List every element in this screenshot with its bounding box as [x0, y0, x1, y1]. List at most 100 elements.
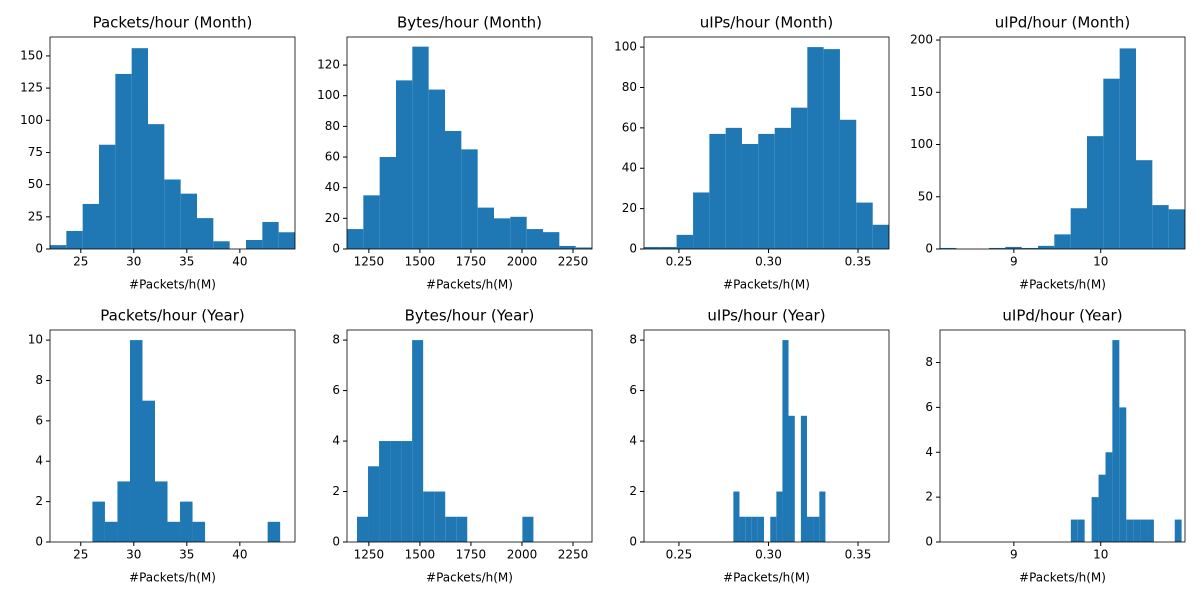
x-tick-label: 1500	[405, 255, 436, 269]
bar	[412, 46, 429, 249]
bar	[510, 216, 527, 249]
bar	[800, 415, 807, 542]
bar	[115, 73, 132, 249]
x-tick-label: 2250	[558, 255, 589, 269]
bar	[1077, 519, 1085, 542]
bar	[751, 516, 758, 542]
x-tick-label: 1750	[456, 255, 487, 269]
x-axis-label: #Packets/h(M)	[129, 571, 216, 585]
y-tick-label: 4	[35, 454, 43, 468]
bar	[1005, 246, 1022, 249]
bar	[559, 245, 576, 249]
bar	[940, 247, 957, 249]
x-axis-label: #Packets/h(M)	[426, 571, 513, 585]
bar	[1112, 340, 1120, 542]
x-tick-label: 10	[1093, 255, 1108, 269]
bar	[757, 516, 764, 542]
bar	[644, 246, 661, 249]
bar	[192, 521, 206, 542]
axes-frame	[346, 36, 593, 250]
bar	[347, 229, 364, 249]
x-tick-label: 2250	[558, 548, 589, 562]
bar	[676, 234, 694, 249]
y-tick-label: 2	[925, 490, 933, 504]
bar	[770, 516, 777, 542]
y-tick-label: 150	[910, 85, 933, 99]
y-tick-label: 100	[910, 137, 933, 151]
bar	[456, 516, 468, 542]
y-tick-label: 60	[325, 150, 340, 164]
axes-frame	[49, 329, 296, 543]
bar	[412, 340, 424, 542]
bar	[213, 241, 230, 249]
y-tick-label: 80	[622, 80, 637, 94]
x-tick-label: 0.30	[755, 255, 782, 269]
axes-frame	[49, 36, 296, 250]
bar	[278, 232, 295, 249]
bar	[741, 144, 759, 249]
x-tick-label: 35	[179, 548, 194, 562]
bar	[739, 516, 746, 542]
y-tick-label: 8	[925, 355, 933, 369]
bar	[434, 491, 446, 542]
x-axis-label: #Packets/h(M)	[426, 278, 513, 292]
bar	[989, 247, 1006, 249]
y-tick-label: 8	[35, 373, 43, 387]
y-tick-label: 0	[35, 242, 43, 256]
bar	[50, 245, 67, 249]
bar	[1152, 205, 1169, 249]
x-axis-label: #Packets/h(M)	[723, 571, 810, 585]
chart-title: uIPs/hour (Year)	[707, 307, 825, 325]
axes-frame	[346, 329, 593, 543]
bar	[1103, 78, 1120, 249]
bar	[180, 193, 197, 249]
y-tick-label: 0	[332, 242, 340, 256]
x-tick-label: 10	[1093, 548, 1108, 562]
bar	[92, 501, 105, 542]
bar	[856, 202, 873, 249]
y-tick-label: 8	[629, 333, 637, 347]
y-tick-label: 120	[317, 58, 340, 72]
y-tick-label: 0	[925, 242, 933, 256]
bar	[839, 119, 857, 250]
x-tick-label: 2000	[507, 548, 538, 562]
bar	[709, 133, 726, 249]
bar	[494, 218, 511, 249]
x-axis-label: #Packets/h(M)	[1019, 571, 1106, 585]
bar	[823, 49, 840, 249]
bar	[167, 521, 181, 542]
bar	[445, 516, 457, 542]
bar	[872, 224, 889, 249]
bar	[526, 229, 543, 249]
y-tick-label: 10	[28, 333, 43, 347]
y-tick-label: 50	[28, 177, 43, 191]
bar	[1174, 519, 1182, 542]
bar	[104, 521, 118, 542]
bar	[758, 133, 775, 249]
bar	[164, 179, 181, 249]
y-tick-label: 40	[325, 180, 340, 194]
y-tick-label: 125	[20, 81, 43, 95]
y-tick-label: 4	[332, 434, 340, 448]
x-axis-label: #Packets/h(M)	[1019, 278, 1106, 292]
bar	[1140, 519, 1148, 542]
bar	[543, 232, 560, 249]
bar	[117, 481, 130, 542]
chart-title: Bytes/hour (Year)	[405, 307, 535, 325]
bar	[791, 107, 808, 250]
bar	[368, 466, 380, 542]
bar	[1054, 234, 1071, 249]
x-tick-label: 25	[73, 255, 88, 269]
y-tick-label: 6	[35, 413, 43, 427]
bar	[522, 516, 534, 542]
bar	[267, 521, 281, 542]
x-tick-label: 0.25	[666, 548, 693, 562]
chart-title: Packets/hour (Year)	[100, 307, 245, 325]
bar	[819, 491, 826, 542]
y-tick-label: 0	[629, 535, 637, 549]
y-tick-label: 0	[629, 242, 637, 256]
x-tick-label: 1750	[456, 548, 487, 562]
y-tick-label: 80	[325, 119, 340, 133]
